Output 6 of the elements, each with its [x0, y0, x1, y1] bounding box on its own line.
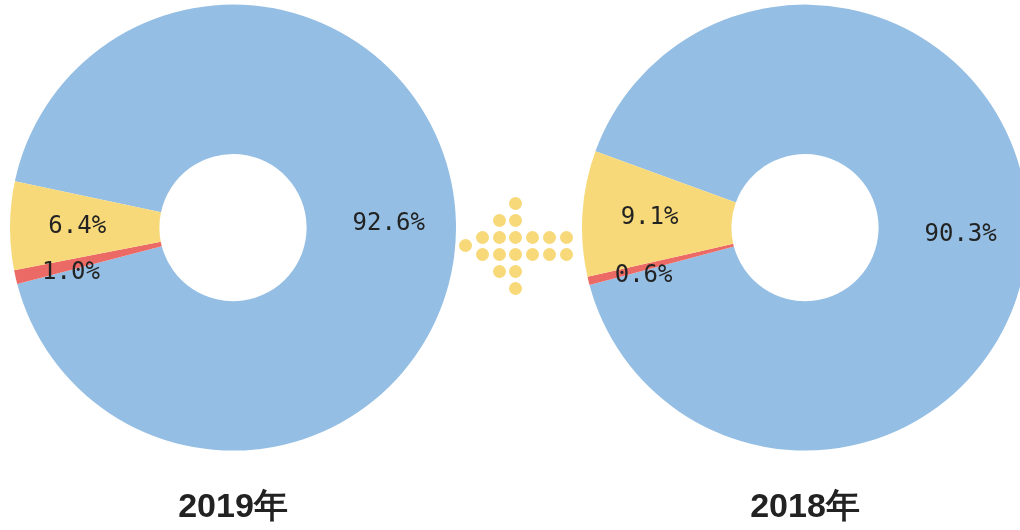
data-label: 9.1%: [620, 202, 679, 230]
text: 2018年: [750, 485, 860, 524]
data-label: 6.4%: [48, 210, 107, 239]
data-label: 90.3%: [924, 218, 998, 247]
data-label: 92.6%: [352, 208, 426, 237]
text: 2019年: [178, 485, 288, 524]
